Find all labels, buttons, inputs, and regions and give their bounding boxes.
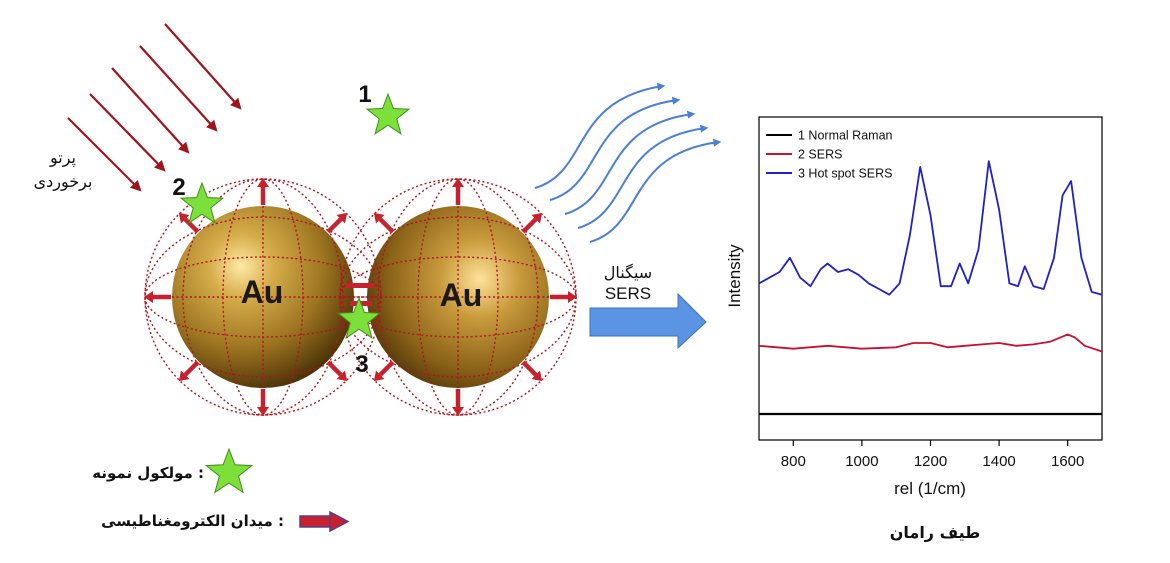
chart-frame: [758, 116, 1103, 441]
field-arrow: [257, 178, 269, 205]
chart-legend: 1 Normal Raman 2 SERS 3 Hot spot SERS: [766, 129, 893, 181]
field-arrow: [373, 212, 395, 234]
signal-wave: [589, 138, 722, 243]
molecule-number-3: 3: [355, 351, 368, 378]
chart-series: [758, 160, 1103, 416]
light-ray: [139, 45, 218, 132]
x-tick-label: 1000: [845, 453, 878, 470]
legend-field-arrow: [299, 510, 350, 533]
field-arrow: [521, 212, 543, 234]
scattered-signal-waves: [534, 82, 722, 243]
spectrum-caption: طیف رامان: [889, 523, 981, 542]
chart-x-ticks: 800 1000 1200 1400 1600: [781, 440, 1084, 470]
legend-entry: 1 Normal Raman: [798, 129, 893, 143]
field-arrow: [144, 291, 171, 303]
series-line: [758, 333, 1103, 353]
molecule-star-2: [179, 181, 225, 224]
signal-wave: [534, 82, 666, 189]
light-ray: [164, 23, 242, 110]
chart-x-axis-label: rel (1/cm): [894, 479, 966, 498]
particle-label-left: Au: [241, 274, 284, 310]
field-arrow: [550, 291, 577, 303]
molecule-star-1: [365, 92, 411, 135]
series-line: [758, 160, 1103, 296]
x-tick-label: 1400: [982, 453, 1015, 470]
signal-label-line2: SERS: [604, 284, 652, 303]
incident-light-label-line1: پرتو: [50, 148, 76, 167]
x-tick-label: 1200: [914, 453, 947, 470]
light-ray: [89, 93, 166, 172]
light-ray: [111, 67, 190, 154]
field-arrow: [452, 389, 464, 416]
field-arrow: [521, 360, 543, 382]
field-arrow: [373, 360, 395, 382]
raman-spectrum-chart: 800 1000 1200 1400 1600 1 Normal Raman 2 SERS…: [725, 116, 1103, 498]
field-arrow: [326, 360, 348, 382]
sers-signal-arrow: [589, 292, 707, 350]
signal-wave: [564, 110, 696, 215]
legend-entry: 2 SERS: [798, 148, 842, 162]
legend-star: [204, 447, 254, 494]
legend-molecule-label: : مولکول نمونه: [92, 464, 204, 482]
signal-wave: [577, 124, 709, 229]
light-ray: [67, 117, 142, 192]
legend-field-label: : میدان الکترومغناطیسی: [101, 512, 284, 530]
molecule-number-2: 2: [172, 174, 185, 201]
x-tick-label: 1600: [1051, 453, 1084, 470]
incident-light-rays: [67, 23, 242, 192]
molecule-star-3: [336, 296, 382, 339]
field-arrow: [326, 212, 348, 234]
field-arrow: [452, 178, 464, 205]
legend-entry: 3 Hot spot SERS: [798, 167, 893, 181]
incident-light-label-line2: برخوردی: [33, 172, 93, 191]
molecule-number-1: 1: [358, 81, 371, 108]
field-arrow: [178, 360, 200, 382]
field-arrow: [257, 389, 269, 416]
field-arrow: [178, 212, 200, 234]
signal-label-line1: سیگنال: [603, 263, 653, 282]
x-tick-label: 800: [781, 453, 806, 470]
chart-y-axis-label: Intensity: [725, 244, 744, 308]
particle-label-right: Au: [440, 277, 483, 313]
signal-wave: [549, 96, 681, 201]
